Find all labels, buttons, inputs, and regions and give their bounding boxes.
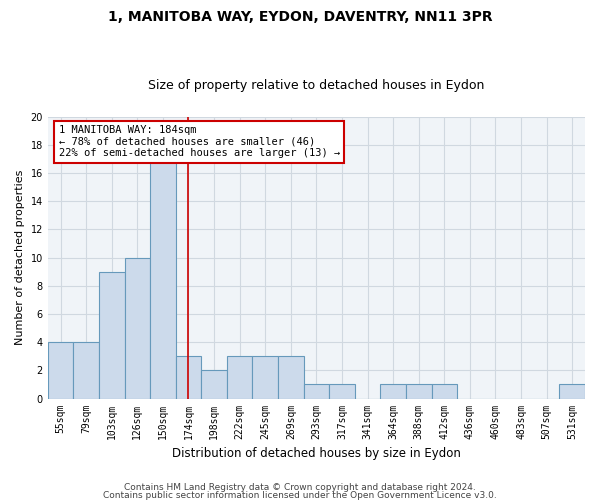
- Text: 1 MANITOBA WAY: 184sqm
← 78% of detached houses are smaller (46)
22% of semi-det: 1 MANITOBA WAY: 184sqm ← 78% of detached…: [59, 125, 340, 158]
- Bar: [278, 356, 304, 399]
- Bar: [176, 356, 201, 399]
- Bar: [406, 384, 431, 398]
- Bar: [99, 272, 125, 398]
- X-axis label: Distribution of detached houses by size in Eydon: Distribution of detached houses by size …: [172, 447, 461, 460]
- Text: 1, MANITOBA WAY, EYDON, DAVENTRY, NN11 3PR: 1, MANITOBA WAY, EYDON, DAVENTRY, NN11 3…: [107, 10, 493, 24]
- Bar: [73, 342, 99, 398]
- Bar: [48, 342, 73, 398]
- Bar: [253, 356, 278, 399]
- Bar: [201, 370, 227, 398]
- Title: Size of property relative to detached houses in Eydon: Size of property relative to detached ho…: [148, 79, 485, 92]
- Bar: [125, 258, 150, 398]
- Bar: [304, 384, 329, 398]
- Bar: [559, 384, 585, 398]
- Y-axis label: Number of detached properties: Number of detached properties: [15, 170, 25, 346]
- Bar: [150, 159, 176, 398]
- Bar: [431, 384, 457, 398]
- Bar: [329, 384, 355, 398]
- Text: Contains public sector information licensed under the Open Government Licence v3: Contains public sector information licen…: [103, 490, 497, 500]
- Text: Contains HM Land Registry data © Crown copyright and database right 2024.: Contains HM Land Registry data © Crown c…: [124, 484, 476, 492]
- Bar: [380, 384, 406, 398]
- Bar: [227, 356, 253, 399]
